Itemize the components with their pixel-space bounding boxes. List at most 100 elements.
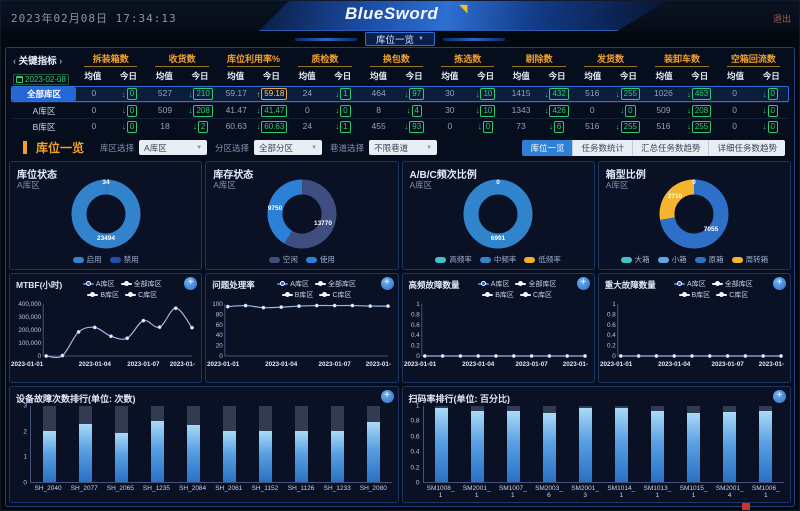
legend-item[interactable]: 全部库区: [314, 279, 356, 289]
bar[interactable]: [615, 408, 629, 482]
legend-item[interactable]: 中频率: [479, 254, 516, 265]
section-accent-bar: [23, 141, 27, 154]
legend-item[interactable]: C库区: [319, 290, 352, 300]
bar[interactable]: [579, 408, 593, 482]
bar[interactable]: [114, 432, 128, 482]
kpi-row[interactable]: A库区 0 ↓ 0 509 ↓ 208 41.47 ↓ 41.47 0 ↓ 0 8 ↓ 4 30 ↓ 10 1343 ↓…: [11, 102, 789, 118]
legend-item[interactable]: B库区: [678, 290, 710, 300]
expand-button[interactable]: +: [184, 277, 198, 290]
bar[interactable]: [222, 431, 236, 482]
bar[interactable]: [366, 422, 380, 482]
expand-button[interactable]: +: [380, 277, 394, 290]
kpi-date-badge[interactable]: 2023-02-08: [13, 74, 69, 85]
bar[interactable]: [258, 431, 272, 482]
legend-item[interactable]: 空闲: [268, 254, 298, 265]
bar[interactable]: [42, 431, 56, 482]
kpi-cell: 24 ↓ 1: [290, 120, 361, 133]
bar-y-label: 0.2: [410, 464, 420, 472]
tab-line-left: [295, 37, 358, 41]
legend-item[interactable]: 原箱: [694, 254, 724, 265]
expand-button[interactable]: +: [576, 277, 590, 290]
legend-item[interactable]: 周转箱: [731, 254, 768, 265]
view-tab[interactable]: 汇总任务数趋势: [632, 139, 710, 156]
expand-button[interactable]: +: [773, 390, 786, 403]
expand-button[interactable]: +: [380, 390, 394, 403]
kpi-row[interactable]: 全部库区 0 ↓ 0 527 ↓ 210 59.17 ↑ 59.18 24 ↓ 1 464 ↓ 97 30 ↓ 10…: [11, 86, 789, 102]
legend-item[interactable]: B库区: [87, 290, 119, 300]
arrow-down-icon: ↓: [121, 89, 126, 99]
bar[interactable]: [294, 431, 308, 482]
kpi-today-value: ↓ 1: [325, 88, 361, 100]
view-tab[interactable]: 任务数统计: [573, 139, 633, 156]
legend-item[interactable]: 全部库区: [711, 279, 753, 289]
legend-item[interactable]: A库区: [82, 279, 115, 289]
bar[interactable]: [543, 412, 557, 482]
donut-panel: 箱型比例 A库区 0 7055 2710 大箱 小箱 原箱 周转箱: [597, 161, 791, 270]
bar-labels: SM1008_ 1 SM2001_ 1 SM1007_ 1 SM2003_ 6 SM2001_ 3…: [423, 485, 785, 500]
bar[interactable]: [150, 421, 164, 482]
kpi-row-label[interactable]: B库区: [32, 121, 56, 132]
arrow-down-icon: ↓: [121, 106, 126, 115]
bar[interactable]: [651, 410, 665, 482]
legend-item[interactable]: 全部库区: [515, 279, 556, 289]
legend-item[interactable]: C库区: [519, 290, 552, 300]
kpi-today-box: 255: [620, 120, 641, 133]
bar-y-label: 3: [23, 402, 27, 410]
kpi-today-value: ↓ 6: [539, 120, 575, 133]
line-chart-title: 重大故障数量: [604, 280, 656, 290]
view-tab[interactable]: 详细任务数趋势: [709, 139, 785, 156]
legend-item[interactable]: B库区: [281, 290, 313, 300]
kpi-cell: 60.63 ↓ 60.63: [218, 120, 289, 133]
nav-tab-location-overview[interactable]: 库位一览 ▼: [365, 32, 435, 46]
filter-select[interactable]: 不限巷道 ▼: [369, 140, 438, 155]
bar[interactable]: [78, 423, 92, 482]
svg-text:1: 1: [612, 301, 616, 308]
bar[interactable]: [435, 408, 449, 482]
bar[interactable]: [723, 412, 737, 482]
legend-item[interactable]: 启用: [72, 254, 102, 265]
kpi-today-value: ↓ 0: [610, 104, 646, 117]
kpi-cell: 516 ↓ 255: [574, 88, 645, 100]
legend-item[interactable]: 小箱: [657, 254, 687, 265]
bar[interactable]: [687, 412, 701, 482]
kpi-row[interactable]: B库区 0 ↓ 0 18 ↓ 2 60.63 ↓ 60.63 24 ↓ 1 455 ↓ 93 0 ↓ 0 73 ↓ 6 51…: [11, 118, 789, 134]
bar[interactable]: [186, 425, 200, 482]
expand-button[interactable]: +: [773, 277, 786, 290]
kpi-cell: 455 ↓ 93: [361, 120, 432, 133]
legend-item[interactable]: 使用: [305, 254, 335, 265]
legend-dot: [322, 292, 328, 297]
legend-item[interactable]: 大箱: [620, 254, 650, 265]
logout-button[interactable]: 退出: [772, 14, 791, 24]
kpi-today-value: ↓ 4: [396, 104, 432, 117]
legend-item[interactable]: 全部库区: [120, 279, 162, 289]
legend-item[interactable]: A库区: [277, 279, 309, 289]
legend-item[interactable]: C库区: [125, 290, 157, 300]
legend-item[interactable]: 禁用: [109, 254, 139, 265]
chevron-right-icon[interactable]: ›: [59, 56, 63, 66]
kpi-avg-value: 464: [371, 88, 386, 98]
legend-item[interactable]: C库区: [716, 290, 748, 300]
filter-select[interactable]: A库区 ▼: [139, 140, 208, 155]
filter-select[interactable]: 全部分区 ▼: [254, 140, 323, 155]
legend-item[interactable]: 高频率: [435, 254, 472, 265]
kpi-row-label[interactable]: 全部库区: [12, 87, 76, 101]
legend-item[interactable]: A库区: [674, 279, 706, 289]
kpi-row-label[interactable]: A库区: [32, 105, 56, 116]
kpi-column-title: 空箱回流数: [726, 52, 781, 67]
kpi-subheaders: 均值 今日: [575, 70, 646, 82]
bar[interactable]: [471, 411, 485, 482]
filter-2: 巷道选择 不限巷道 ▼: [330, 140, 438, 155]
line-chart-legend: A库区 全部库区 B库区 C库区: [62, 277, 180, 300]
legend-item[interactable]: 低频率: [524, 254, 561, 265]
view-tab[interactable]: 库位一览: [522, 139, 574, 156]
bar[interactable]: [330, 431, 344, 482]
bar[interactable]: [507, 410, 521, 482]
legend-item[interactable]: A库区: [477, 279, 509, 289]
legend-item[interactable]: B库区: [482, 290, 514, 300]
kpi-today-box: 59.18: [261, 88, 288, 100]
kpi-rows: 全部库区 0 ↓ 0 527 ↓ 210 59.17 ↑ 59.18 24 ↓ 1 464 ↓ 97 30 ↓ 10…: [11, 86, 789, 134]
chevron-left-icon[interactable]: ‹: [13, 56, 16, 66]
svg-text:34: 34: [102, 179, 110, 186]
bar[interactable]: [759, 411, 773, 482]
kpi-today-box: 1: [340, 120, 351, 133]
